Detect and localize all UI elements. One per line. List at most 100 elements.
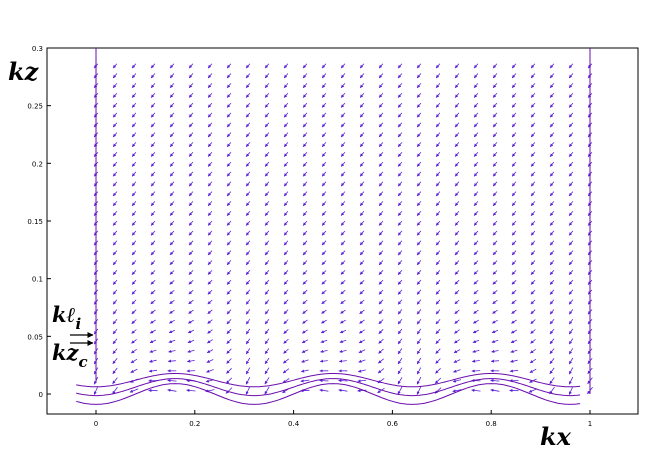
velocity-arrow bbox=[130, 358, 138, 364]
velocity-arrow bbox=[473, 211, 479, 216]
velocity-arrow bbox=[188, 151, 194, 157]
velocity-arrow bbox=[435, 83, 441, 89]
velocity-arrow bbox=[302, 83, 308, 89]
velocity-arrow bbox=[188, 63, 194, 69]
velocity-arrow bbox=[207, 289, 213, 295]
velocity-arrow bbox=[359, 329, 365, 334]
velocity-arrow bbox=[416, 376, 422, 385]
velocity-arrow bbox=[169, 92, 175, 98]
velocity-arrow bbox=[226, 260, 232, 266]
velocity-arrow bbox=[435, 92, 441, 98]
velocity-arrow bbox=[340, 309, 346, 314]
velocity-arrow bbox=[378, 132, 384, 138]
velocity-arrow bbox=[472, 329, 480, 334]
velocity-arrow bbox=[283, 260, 289, 266]
velocity-arrow bbox=[490, 378, 500, 383]
velocity-arrow bbox=[112, 161, 118, 167]
velocity-arrow bbox=[302, 122, 308, 128]
velocity-arrow bbox=[416, 269, 422, 276]
velocity-arrow bbox=[283, 289, 289, 295]
velocity-arrow bbox=[511, 83, 517, 89]
velocity-arrow bbox=[416, 230, 422, 236]
velocity-arrow bbox=[264, 367, 270, 375]
velocity-arrow bbox=[340, 270, 346, 275]
velocity-arrow bbox=[549, 240, 555, 246]
velocity-arrow bbox=[340, 240, 346, 246]
velocity-arrow bbox=[416, 92, 422, 98]
velocity-arrow bbox=[302, 250, 308, 256]
velocity-arrow bbox=[150, 250, 156, 256]
velocity-arrow bbox=[245, 299, 251, 305]
velocity-arrow bbox=[511, 161, 517, 167]
velocity-arrow bbox=[549, 181, 555, 187]
velocity-arrow bbox=[549, 220, 555, 226]
velocity-arrow bbox=[340, 171, 346, 177]
velocity-arrow bbox=[150, 201, 156, 207]
velocity-arrow bbox=[568, 240, 574, 246]
velocity-arrow bbox=[511, 309, 517, 315]
velocity-arrow bbox=[549, 260, 555, 266]
velocity-arrow bbox=[416, 240, 422, 246]
velocity-arrow bbox=[452, 379, 462, 383]
velocity-arrow bbox=[416, 122, 422, 128]
velocity-arrow bbox=[264, 357, 270, 365]
velocity-arrow bbox=[568, 201, 574, 207]
velocity-arrow bbox=[302, 309, 308, 315]
velocity-arrow bbox=[112, 309, 118, 315]
velocity-arrow bbox=[492, 211, 498, 216]
velocity-arrow bbox=[168, 349, 176, 353]
velocity-arrow bbox=[283, 92, 289, 98]
velocity-arrow bbox=[530, 220, 536, 226]
velocity-arrow bbox=[492, 240, 498, 246]
velocity-arrow bbox=[435, 279, 441, 285]
velocity-arrow bbox=[283, 102, 289, 108]
velocity-arrow bbox=[264, 92, 270, 98]
velocity-arrow bbox=[454, 279, 460, 285]
velocity-arrow bbox=[549, 161, 555, 167]
velocity-arrow bbox=[131, 348, 137, 354]
velocity-arrow bbox=[150, 309, 156, 315]
velocity-arrow bbox=[416, 73, 422, 79]
velocity-arrow bbox=[283, 348, 289, 354]
velocity-arrow bbox=[473, 319, 479, 324]
velocity-arrow bbox=[549, 171, 555, 177]
velocity-arrow bbox=[264, 250, 270, 256]
velocity-arrow bbox=[340, 122, 346, 128]
velocity-arrow bbox=[226, 171, 232, 177]
velocity-arrow bbox=[492, 191, 498, 197]
velocity-arrow bbox=[397, 279, 403, 285]
velocity-arrow bbox=[283, 201, 289, 207]
velocity-arrow bbox=[454, 191, 460, 197]
velocity-arrow bbox=[435, 112, 441, 118]
velocity-arrow bbox=[321, 102, 327, 108]
velocity-arrow bbox=[112, 289, 118, 295]
velocity-arrow bbox=[226, 270, 232, 275]
velocity-arrow bbox=[416, 171, 422, 177]
velocity-arrow bbox=[226, 122, 232, 128]
velocity-arrow bbox=[302, 230, 308, 236]
velocity-arrow bbox=[359, 142, 365, 148]
velocity-arrow bbox=[245, 318, 251, 325]
velocity-arrow bbox=[283, 270, 289, 275]
boundary-curves bbox=[76, 48, 591, 405]
velocity-arrow bbox=[169, 191, 175, 197]
velocity-arrow bbox=[530, 299, 536, 305]
velocity-arrow bbox=[492, 151, 498, 157]
velocity-arrow bbox=[226, 220, 232, 226]
velocity-arrow bbox=[226, 348, 232, 354]
velocity-arrow bbox=[321, 220, 327, 226]
velocity-arrow bbox=[549, 319, 555, 325]
velocity-arrow bbox=[454, 161, 460, 167]
velocity-arrow bbox=[568, 102, 574, 108]
velocity-arrow bbox=[378, 83, 384, 89]
y-tick-label: 0.05 bbox=[27, 333, 43, 341]
velocity-arrow bbox=[302, 211, 308, 216]
velocity-arrow bbox=[357, 379, 367, 383]
velocity-arrow bbox=[188, 191, 194, 197]
annotation-z-c: kzc bbox=[52, 340, 94, 371]
velocity-arrow bbox=[188, 122, 194, 128]
velocity-arrow bbox=[207, 171, 213, 177]
velocity-arrow bbox=[530, 230, 536, 236]
velocity-arrow bbox=[245, 83, 251, 89]
velocity-arrow bbox=[150, 132, 156, 138]
